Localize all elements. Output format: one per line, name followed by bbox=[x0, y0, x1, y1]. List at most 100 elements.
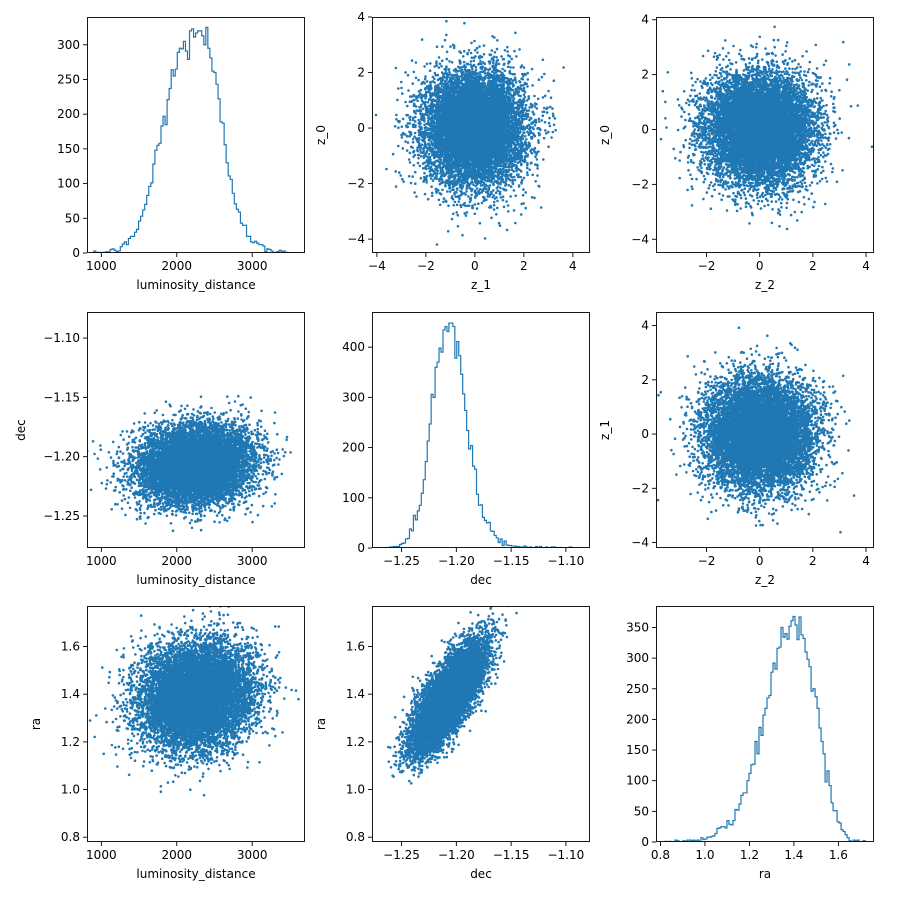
x-tick-label: 2 bbox=[809, 554, 817, 568]
x-tick-label: −2 bbox=[417, 259, 435, 273]
y-tick-label: 0 bbox=[357, 541, 365, 555]
y-tick-label: −4 bbox=[631, 232, 649, 246]
plot-area bbox=[656, 326, 856, 534]
scatter-points bbox=[659, 25, 874, 231]
x-tick-label: 2 bbox=[520, 259, 528, 273]
y-axis-label: z_1 bbox=[598, 420, 612, 440]
panel-0-2: −2 0 2 4 −4 −2 0 2 4 z_2 z_0 bbox=[598, 13, 874, 292]
plot-area bbox=[664, 615, 866, 842]
x-tick-label: 2000 bbox=[161, 554, 192, 568]
y-tick-label: 1.4 bbox=[61, 687, 80, 701]
panel-2-0: 1000 2000 3000 0.8 1.0 1.2 1.4 1.6 luminosity_di… bbox=[29, 606, 305, 881]
x-tick-label: 0.8 bbox=[651, 848, 670, 862]
y-tick-label: 1.0 bbox=[346, 783, 365, 797]
y-tick-label: 1.6 bbox=[61, 640, 80, 654]
y-tick-label: −2 bbox=[347, 177, 365, 191]
x-tick-label: 3000 bbox=[237, 259, 268, 273]
panel-2-2: 0.8 1.0 1.2 1.4 1.6 0 50 100 150 200 250 300 350 ra bbox=[626, 606, 874, 881]
x-axis-label: dec bbox=[470, 867, 492, 881]
axes-frame bbox=[656, 17, 874, 253]
scatter-points bbox=[88, 606, 300, 797]
y-tick-label: 1.2 bbox=[61, 735, 80, 749]
y-tick-label: 0 bbox=[72, 246, 80, 260]
x-tick-label: 2000 bbox=[161, 259, 192, 273]
y-tick-label: 0 bbox=[357, 121, 365, 135]
x-tick-label: −1.20 bbox=[438, 554, 475, 568]
y-tick-label: −1.15 bbox=[43, 390, 80, 404]
y-tick-label: 200 bbox=[342, 441, 365, 455]
y-axis-label: ra bbox=[29, 718, 43, 730]
x-axis-label: ra bbox=[759, 867, 771, 881]
x-tick-label: −4 bbox=[368, 259, 386, 273]
x-axis-label: z_2 bbox=[755, 573, 775, 587]
y-tick-label: 150 bbox=[57, 142, 80, 156]
x-tick-label: 4 bbox=[569, 259, 577, 273]
y-tick-label: 1.2 bbox=[346, 735, 365, 749]
histogram-step-line bbox=[93, 26, 298, 253]
x-tick-label: 0 bbox=[756, 554, 764, 568]
y-axis-label: dec bbox=[14, 419, 28, 441]
y-tick-label: 400 bbox=[342, 340, 365, 354]
y-axis-label: z_0 bbox=[598, 125, 612, 145]
panel-1-1: −1.25 −1.20 −1.15 −1.10 0 100 200 300 400 dec bbox=[342, 312, 590, 587]
y-tick-label: 0.8 bbox=[346, 830, 365, 844]
scatter-points bbox=[87, 394, 292, 532]
y-tick-label: −1.20 bbox=[43, 450, 80, 464]
x-tick-label: 3000 bbox=[237, 848, 268, 862]
x-tick-label: 0 bbox=[756, 259, 764, 273]
histogram-step-line bbox=[381, 322, 580, 548]
y-tick-label: 250 bbox=[626, 682, 649, 696]
axes-frame bbox=[656, 606, 874, 842]
x-tick-label: 1.4 bbox=[784, 848, 803, 862]
y-tick-label: 100 bbox=[342, 491, 365, 505]
plot-area bbox=[387, 606, 518, 785]
x-tick-label: −1.25 bbox=[383, 848, 420, 862]
y-tick-label: −1.10 bbox=[43, 331, 80, 345]
panel-0-0: 1000 2000 3000 0 50 100 150 200 250 300 luminosity… bbox=[57, 17, 305, 292]
plot-area bbox=[381, 322, 580, 548]
x-tick-label: −1.10 bbox=[548, 848, 585, 862]
y-tick-label: 2 bbox=[641, 373, 649, 387]
y-tick-label: −1.25 bbox=[43, 509, 80, 523]
x-tick-label: −2 bbox=[698, 259, 716, 273]
plot-area bbox=[374, 19, 565, 246]
y-tick-label: 2 bbox=[641, 68, 649, 82]
x-tick-label: −1.15 bbox=[493, 554, 530, 568]
x-tick-label: 1.6 bbox=[829, 848, 848, 862]
x-axis-label: z_1 bbox=[471, 278, 491, 292]
y-tick-label: 4 bbox=[357, 10, 365, 24]
y-tick-label: 50 bbox=[634, 804, 649, 818]
x-axis-label: luminosity_distance bbox=[136, 278, 255, 292]
panel-1-0: 1000 2000 3000 −1.25 −1.20 −1.15 −1.10 luminosi… bbox=[14, 312, 305, 587]
x-tick-label: 1000 bbox=[86, 259, 117, 273]
y-tick-label: −2 bbox=[631, 481, 649, 495]
y-tick-label: 0 bbox=[641, 835, 649, 849]
axes-frame bbox=[87, 606, 305, 842]
axes-frame bbox=[372, 606, 590, 842]
axes-frame bbox=[87, 312, 305, 548]
axes-frame bbox=[372, 312, 590, 548]
y-tick-label: 0 bbox=[641, 123, 649, 137]
axes-frame bbox=[372, 17, 590, 253]
plot-area bbox=[88, 606, 300, 797]
axes-frame bbox=[656, 312, 874, 548]
x-tick-label: 1.2 bbox=[740, 848, 759, 862]
axes-frame bbox=[87, 17, 305, 253]
x-tick-label: 0 bbox=[471, 259, 479, 273]
y-tick-label: 2 bbox=[357, 66, 365, 80]
y-tick-label: 300 bbox=[57, 38, 80, 52]
x-tick-label: −1.20 bbox=[438, 848, 475, 862]
x-axis-label: luminosity_distance bbox=[136, 573, 255, 587]
plot-area bbox=[87, 394, 292, 532]
y-tick-label: 50 bbox=[65, 211, 80, 225]
histogram-step-line bbox=[664, 615, 866, 842]
x-axis-label: dec bbox=[470, 573, 492, 587]
x-tick-label: 1000 bbox=[86, 848, 117, 862]
y-tick-label: 4 bbox=[641, 13, 649, 27]
x-tick-label: 4 bbox=[862, 554, 870, 568]
x-tick-label: 2000 bbox=[161, 848, 192, 862]
panel-1-2: −2 0 2 4 −4 −2 0 2 4 z_2 z_1 bbox=[598, 312, 874, 587]
x-tick-label: 1.0 bbox=[695, 848, 714, 862]
